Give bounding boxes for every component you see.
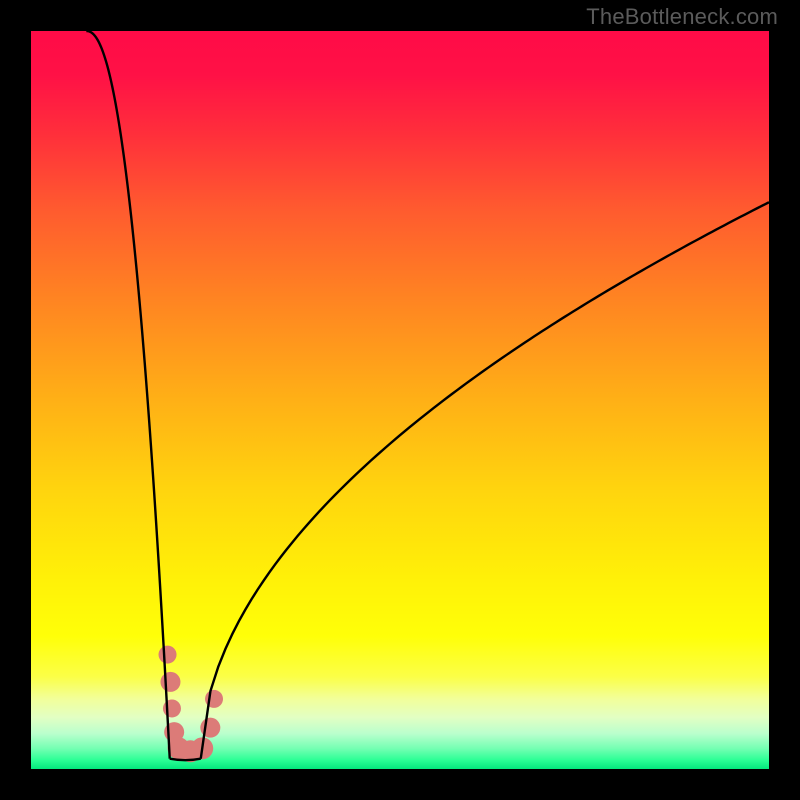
bump-marker (160, 672, 180, 692)
chart-stage: TheBottleneck.com (0, 0, 800, 800)
watermark-text: TheBottleneck.com (586, 4, 778, 30)
plot-frame (31, 31, 769, 769)
gradient-background (31, 31, 769, 769)
bump-marker (159, 646, 177, 664)
plot-svg (31, 31, 769, 769)
